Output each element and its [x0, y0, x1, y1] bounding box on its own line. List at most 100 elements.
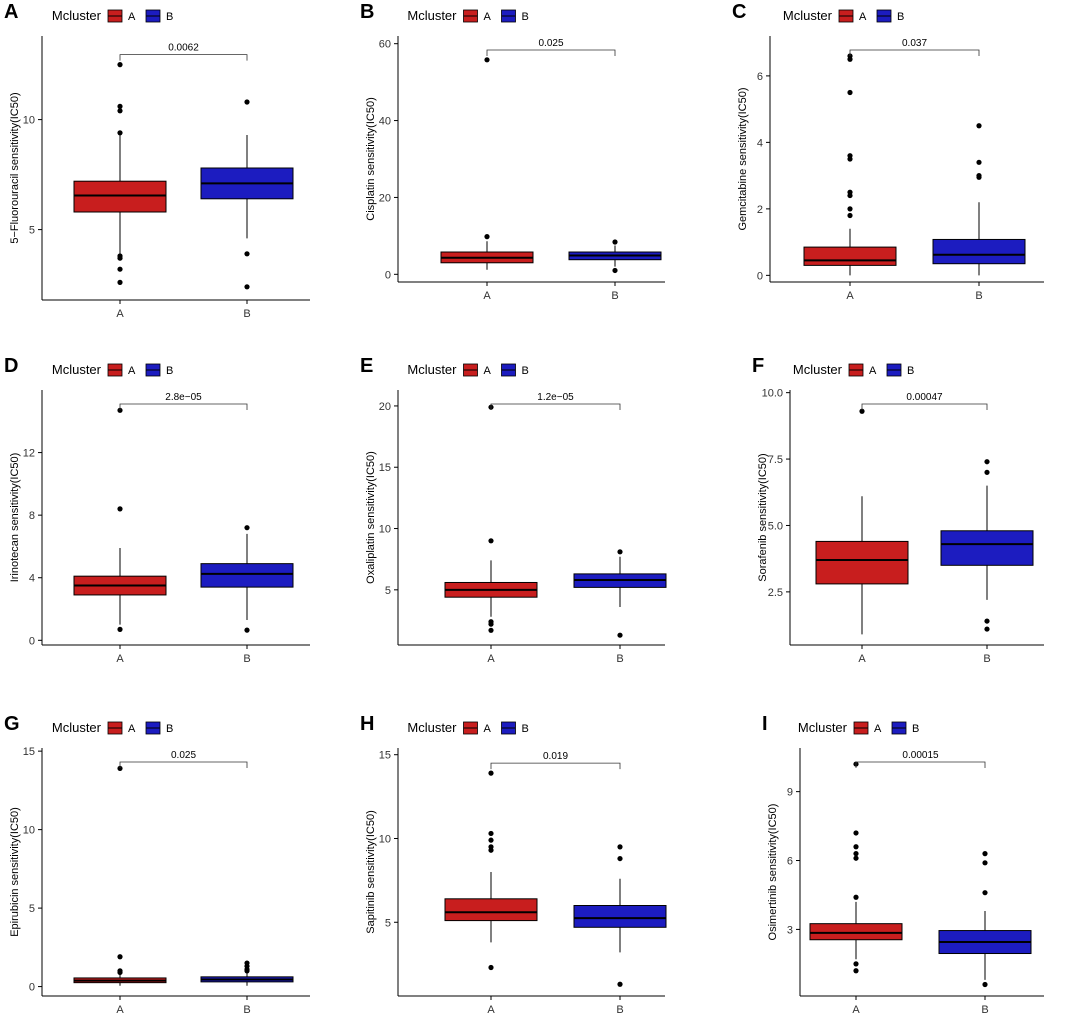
box-a [440, 57, 534, 270]
x-tick-label-b: B [981, 1004, 988, 1016]
x-tick-label-b: B [983, 653, 990, 665]
box-a [803, 53, 897, 276]
significance-bracket [490, 403, 621, 410]
significance-bracket [486, 49, 616, 56]
outlier-point [982, 981, 988, 988]
outlier-point [847, 89, 853, 96]
outlier-point [612, 267, 618, 274]
y-tick-label: 10.0 [762, 388, 783, 400]
panel-e: E Mcluster A B 5 10 15 20 Oxaliplatin sensitivit… [360, 355, 667, 665]
x-tick-label-b: B [616, 1004, 623, 1016]
y-tick-label: 0 [757, 270, 763, 282]
legend: Mcluster A B [407, 720, 528, 735]
outlier-point [117, 255, 123, 261]
outlier-point [847, 206, 853, 212]
panel-i: I Mcluster A B 3 6 9 Osimertinib sensitivity(IC… [762, 713, 1044, 1016]
y-axis-label: Osimertinib sensitivity(IC50) [767, 804, 779, 941]
legend-title: Mcluster [793, 362, 843, 377]
outlier-point [984, 459, 990, 465]
panel-c: C Mcluster A B 0 2 4 6 Gemcitabine sensitivity(I… [732, 1, 1044, 302]
outlier-point [853, 844, 859, 850]
box-iqr [73, 180, 167, 213]
y-axis-label: Cisplatin sensitivity(IC50) [365, 97, 377, 220]
legend-title: Mcluster [407, 362, 457, 377]
legend-title: Mcluster [52, 720, 102, 735]
p-value-label: 0.025 [538, 38, 563, 49]
p-value-label: 2.8e−05 [165, 392, 202, 403]
outlier-point [612, 239, 618, 245]
y-tick-label: 5 [29, 225, 35, 237]
outlier-point [984, 469, 990, 475]
outlier-point [617, 632, 623, 638]
box-b [200, 525, 294, 633]
x-tick-label-a: A [116, 653, 124, 665]
panel-f: F Mcluster A B 2.5 5.0 7.5 10.0 Sorafenib sensit… [752, 355, 1044, 665]
y-tick-label: 4 [29, 573, 35, 585]
outlier-point [488, 830, 494, 837]
box-b [573, 844, 667, 987]
legend-label-a: A [859, 11, 867, 23]
box-b [200, 960, 294, 986]
significance-bracket [119, 54, 248, 61]
y-tick-label: 2.5 [768, 587, 783, 599]
outlier-point [244, 525, 250, 531]
legend: Mcluster A B [52, 8, 173, 23]
panel-label: F [752, 355, 764, 377]
legend-label-b: B [907, 365, 914, 377]
box-iqr [809, 923, 903, 941]
p-value-label: 0.00047 [906, 392, 943, 403]
outlier-point [847, 192, 853, 199]
y-tick-label: 15 [379, 750, 391, 762]
y-tick-label: 0 [29, 982, 35, 994]
box-iqr [200, 563, 294, 588]
x-tick-label-a: A [483, 290, 491, 302]
legend-label-a: A [128, 11, 136, 23]
outlier-point [488, 538, 494, 544]
outlier-point [976, 123, 982, 129]
y-tick-label: 20 [379, 401, 391, 413]
p-value-label: 0.00015 [902, 750, 939, 761]
y-tick-label: 6 [787, 856, 793, 868]
panel-label: C [732, 1, 746, 23]
box-a [815, 408, 909, 635]
x-tick-label-a: A [116, 308, 124, 320]
outlier-point [117, 969, 123, 976]
y-tick-label: 15 [379, 462, 391, 474]
outlier-point [117, 266, 123, 272]
p-value-label: 0.037 [902, 38, 927, 49]
legend-label-a: A [484, 365, 492, 377]
legend-title: Mcluster [52, 8, 102, 23]
y-tick-label: 10 [23, 115, 35, 127]
x-tick-label-a: A [858, 653, 866, 665]
outlier-point [982, 851, 988, 857]
y-axis-label: Irinotecan sensitivity(IC50) [9, 453, 21, 583]
box-iqr [573, 905, 667, 928]
legend: Mcluster A B [407, 8, 528, 23]
box-b [573, 549, 667, 638]
y-axis-label: Epirubicin sensitivity(IC50) [9, 807, 21, 937]
legend: Mcluster A B [798, 720, 919, 735]
outlier-point [853, 851, 859, 857]
y-tick-label: 4 [757, 137, 763, 149]
significance-bracket [849, 49, 980, 56]
legend-label-a: A [874, 723, 882, 735]
significance-bracket [855, 761, 986, 768]
y-tick-label: 5.0 [768, 520, 783, 532]
x-tick-label-a: A [487, 1004, 495, 1016]
panel-h: H Mcluster A B 5 10 15 Sapitinib sensitivity(IC… [360, 713, 667, 1016]
y-tick-label: 15 [23, 746, 35, 758]
p-value-label: 0.019 [543, 751, 568, 762]
panel-g: G Mcluster A B 0 5 10 15 Epirubicin sensitivity(… [4, 713, 310, 1016]
box-iqr [444, 898, 538, 922]
outlier-point [484, 57, 490, 63]
box-iqr [932, 238, 1026, 265]
y-tick-label: 0 [385, 269, 391, 281]
legend-label-a: A [128, 723, 136, 735]
legend-label-b: B [912, 723, 919, 735]
outlier-point [976, 174, 982, 180]
x-tick-label-b: B [616, 653, 623, 665]
y-axis-label: 5−Fluorouracil sensitivity(IC50) [9, 92, 21, 243]
panel-label: H [360, 713, 374, 735]
legend-title: Mcluster [798, 720, 848, 735]
